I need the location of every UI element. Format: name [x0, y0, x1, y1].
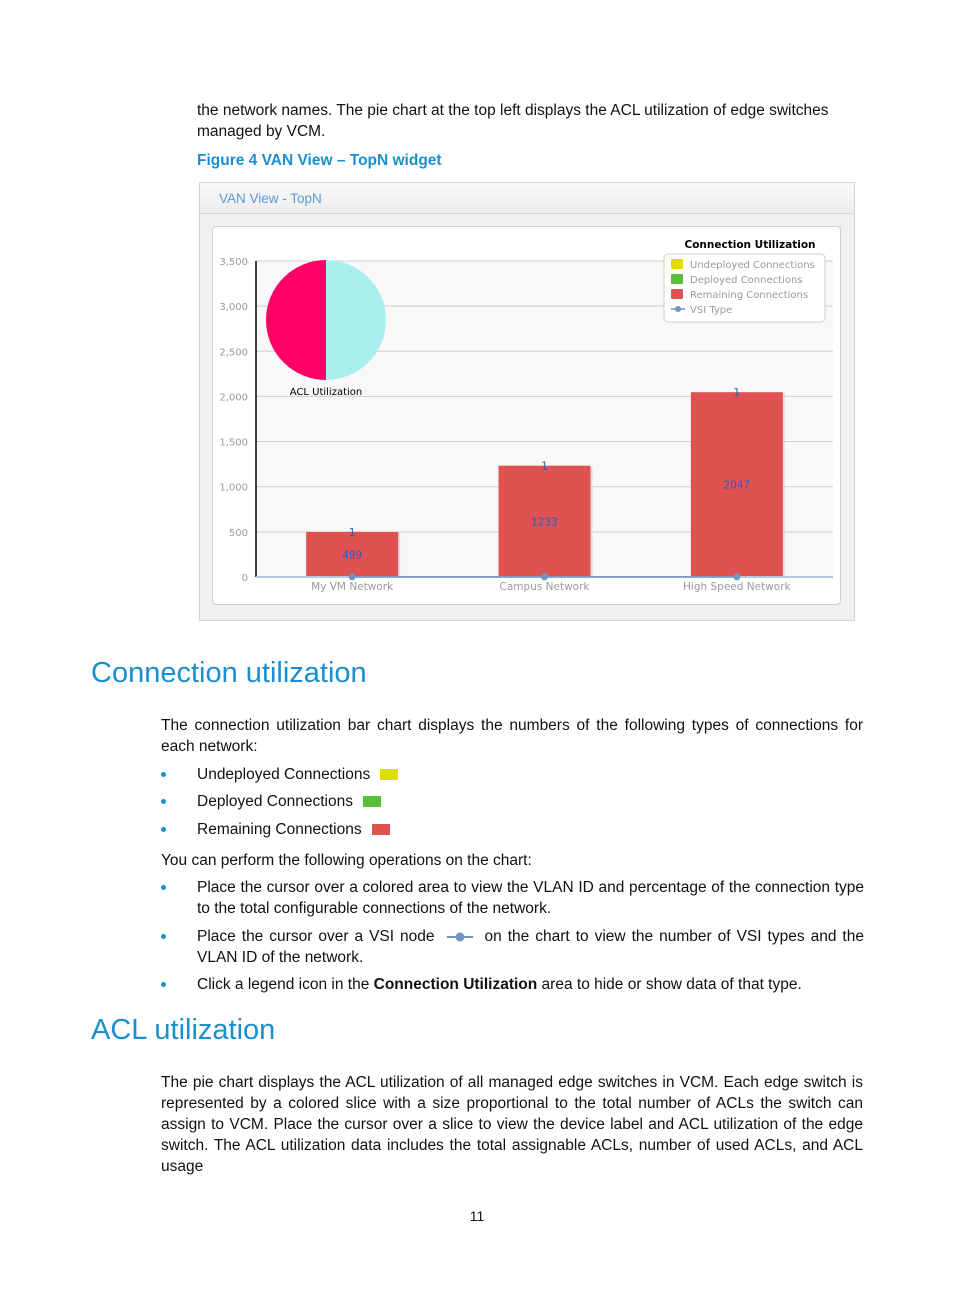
y-tick-label: 500: [229, 528, 248, 539]
bullet-icon: [161, 885, 166, 890]
vsi-node: [733, 573, 741, 581]
bar-remaining-connections: [690, 392, 783, 577]
widget-title: VAN View - TopN: [219, 191, 322, 206]
x-tick-label: Campus Network: [500, 581, 591, 593]
red-swatch-icon: [371, 824, 390, 836]
bar-remaining-connections: [306, 531, 399, 577]
connection-utilization-chart: 0 500 1,000 1,500 2,000 2,500 3,000 3,500 499 1 My…: [219, 239, 833, 593]
list-item-label: Remaining Connections: [197, 821, 362, 838]
list-item-bold: Connection Utilization: [373, 976, 538, 993]
connection-paragraph: The connection utilization bar chart dis…: [161, 717, 863, 755]
y-tick-label: 3,000: [219, 302, 248, 313]
y-tick-label: 1,500: [219, 438, 248, 449]
acl-paragraph: The pie chart displays the ACL utilizati…: [161, 1074, 863, 1175]
intro-line: managed by VCM.: [197, 123, 326, 140]
topn-widget: VAN View - TopN 0 500 1,000 1,500 2,000 2,500…: [199, 182, 855, 621]
figure-caption: Figure 4 VAN View – TopN widget: [197, 152, 442, 169]
list-item-text: Place the cursor over a colored area to …: [197, 879, 864, 917]
list-item-text: area to hide or show data of that type.: [537, 976, 802, 993]
y-tick-label: 1,000: [219, 483, 248, 494]
legend-swatch-icon: [671, 259, 683, 269]
bullet-icon: [161, 934, 166, 939]
legend-item[interactable]: Remaining Connections: [690, 290, 808, 301]
legend-item[interactable]: VSI Type: [690, 305, 732, 316]
x-tick-label: High Speed Network: [683, 581, 791, 593]
page-number: 11: [469, 1208, 485, 1224]
y-tick-label: 0: [242, 573, 248, 584]
intro-paragraph: the network names. The pie chart at the …: [197, 100, 842, 142]
list-item-text: on the chart to view the number of VSI t…: [197, 928, 864, 966]
y-tick-label: 2,000: [219, 392, 248, 403]
pie-slice: [326, 260, 386, 380]
list-item-label: Undeployed Connections: [197, 766, 371, 783]
vsi-node-icon: [446, 932, 473, 942]
list-item-label: Deployed Connections: [197, 793, 353, 810]
bar-value-label: 499: [342, 549, 362, 561]
section-heading-acl-utilization: ACL utilization: [91, 1014, 276, 1046]
y-tick-label: 3,500: [219, 257, 248, 268]
bar-value-label: 2047: [723, 480, 750, 492]
green-swatch-icon: [362, 796, 381, 808]
y-tick-label: 2,500: [219, 347, 248, 358]
legend-title: Connection Utilization: [684, 239, 815, 251]
widget-header: VAN View - TopN: [200, 183, 854, 214]
vsi-node: [348, 573, 356, 581]
vsi-node: [541, 573, 548, 581]
vsi-value-label: 1: [541, 461, 548, 473]
list-item-text: Place the cursor over a VSI node: [197, 928, 435, 945]
x-tick-label: My VM Network: [311, 581, 394, 593]
bar-remaining-connections: [498, 465, 591, 577]
operations-intro: You can perform the following operations…: [161, 852, 532, 869]
legend-box: [663, 253, 826, 323]
intro-line: the network names. The pie chart at the …: [197, 102, 829, 119]
legend-item[interactable]: Undeployed Connections: [690, 260, 815, 271]
bullet-icon: [161, 827, 166, 832]
legend-swatch-icon: [671, 289, 683, 299]
legend-vsi-icon: [675, 306, 681, 312]
list-item-text: Click a legend icon in the: [197, 976, 374, 993]
bullet-icon: [161, 799, 166, 804]
pie-slice: [266, 260, 326, 380]
section-heading-connection-utilization: Connection utilization: [91, 657, 367, 689]
pie-label: ACL Utilization: [290, 387, 363, 398]
legend-swatch-icon: [671, 274, 683, 284]
bar-value-label: 1233: [531, 516, 558, 528]
bullet-icon: [161, 982, 166, 987]
legend-item[interactable]: Deployed Connections: [690, 275, 803, 286]
chart-panel: 0 500 1,000 1,500 2,000 2,500 3,000 3,500 499 1 My…: [212, 226, 841, 605]
vsi-value-label: 1: [349, 527, 356, 539]
bullet-icon: [161, 772, 166, 777]
yellow-swatch-icon: [380, 769, 399, 781]
vsi-value-label: 1: [733, 387, 740, 399]
